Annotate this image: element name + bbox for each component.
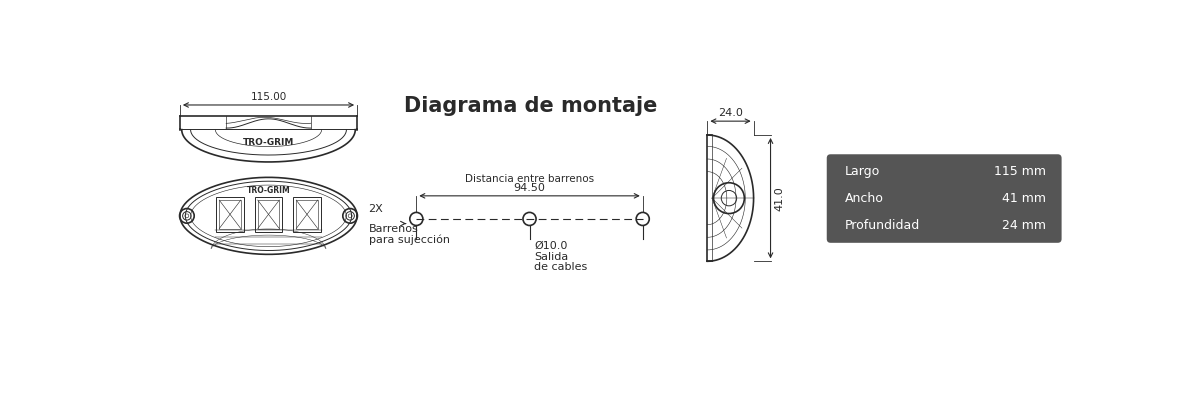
Text: 115 mm: 115 mm	[994, 165, 1046, 178]
Bar	[220, 200, 241, 228]
FancyBboxPatch shape	[827, 154, 1062, 243]
Text: 115.00: 115.00	[251, 92, 287, 102]
Text: Largo: Largo	[845, 165, 880, 178]
Bar	[258, 200, 280, 228]
Text: 24.0: 24.0	[718, 108, 743, 118]
Text: Barrenos: Barrenos	[368, 224, 419, 234]
Text: 94.50: 94.50	[514, 183, 546, 193]
Bar	[293, 197, 320, 232]
Text: de cables: de cables	[534, 262, 587, 272]
Text: TRO-GRIM: TRO-GRIM	[242, 138, 294, 147]
Text: 24 mm: 24 mm	[1002, 219, 1046, 232]
Text: Ø10.0: Ø10.0	[534, 241, 568, 251]
Text: para sujección: para sujección	[368, 234, 450, 245]
Text: 41 mm: 41 mm	[1002, 192, 1046, 205]
Text: TRO-GRIM: TRO-GRIM	[247, 186, 290, 195]
Bar	[296, 200, 318, 228]
Text: Salida: Salida	[534, 252, 569, 262]
Text: Distancia entre barrenos: Distancia entre barrenos	[464, 174, 594, 184]
Bar	[254, 197, 282, 232]
Bar	[216, 197, 244, 232]
Text: 41.0: 41.0	[774, 186, 785, 210]
Text: 2X: 2X	[368, 204, 383, 214]
Text: Ancho: Ancho	[845, 192, 883, 205]
Text: Diagrama de montaje: Diagrama de montaje	[403, 96, 656, 116]
Text: Profundidad: Profundidad	[845, 219, 919, 232]
